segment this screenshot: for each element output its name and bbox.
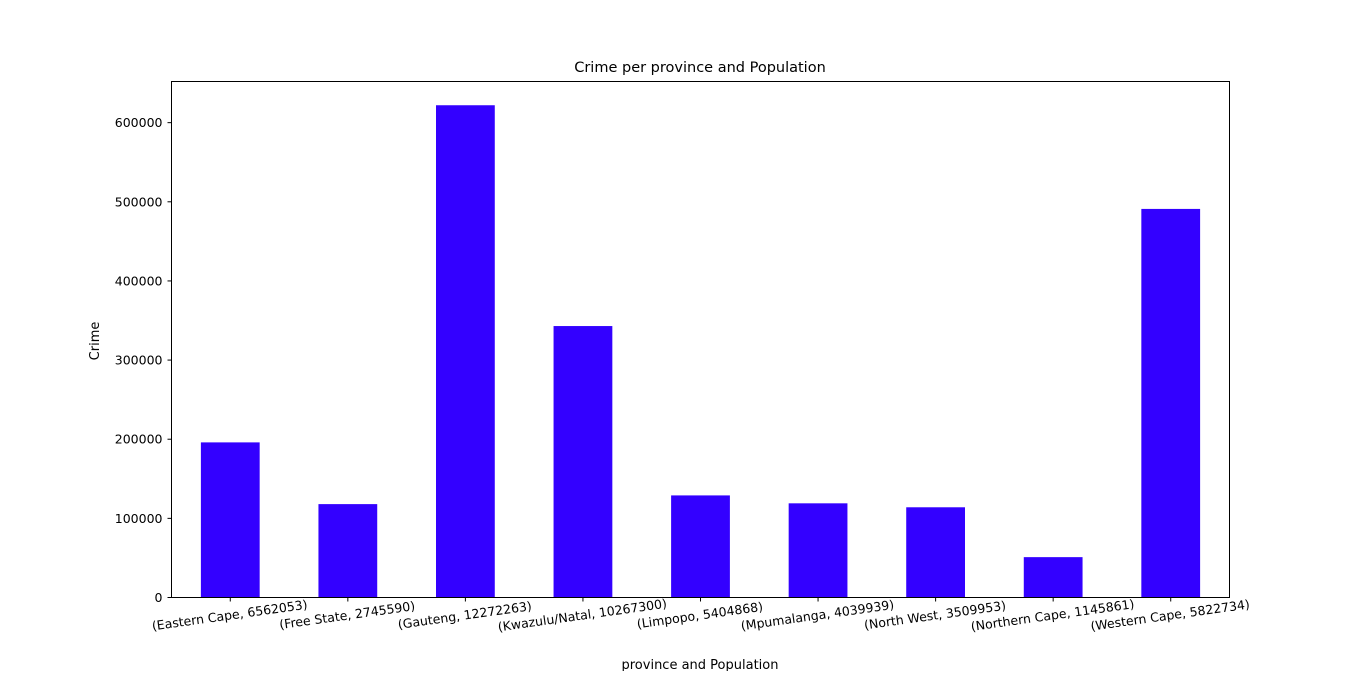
- chart-title: Crime per province and Population: [574, 60, 826, 76]
- bars-layer: [200, 105, 1201, 598]
- bar-5: [788, 503, 848, 598]
- bar-7: [1023, 557, 1083, 598]
- y-tick-label-2: 200000: [115, 432, 163, 447]
- y-tick-label-5: 500000: [115, 194, 163, 209]
- plot-frame: [171, 81, 1230, 598]
- bar-3: [553, 326, 613, 598]
- bar-2: [436, 105, 495, 598]
- y-axis-label: Crime: [88, 322, 103, 361]
- y-tick-label-1: 100000: [115, 511, 163, 526]
- bar-0: [200, 442, 260, 598]
- bar-8: [1141, 208, 1201, 598]
- y-tick-label-0: 0: [155, 590, 163, 605]
- y-tick-label-4: 400000: [115, 273, 163, 288]
- y-tick-label-3: 300000: [115, 353, 163, 368]
- bar-1: [318, 504, 378, 598]
- bar-6: [906, 507, 965, 598]
- bar-4: [671, 495, 730, 598]
- x-axis-label: province and Population: [622, 658, 779, 671]
- y-tick-label-6: 600000: [115, 115, 163, 130]
